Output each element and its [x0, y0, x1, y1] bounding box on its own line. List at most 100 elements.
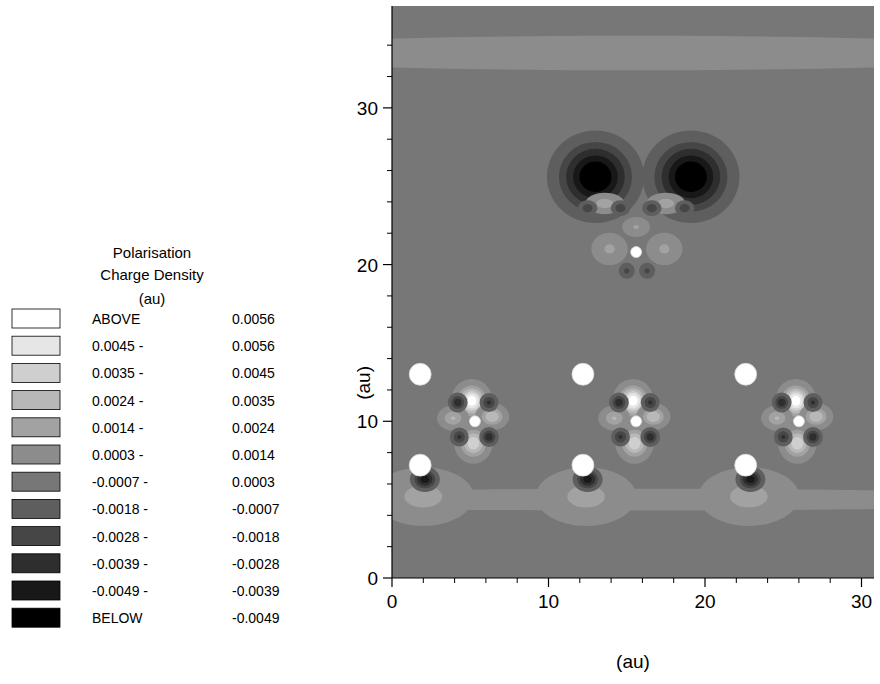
y-minor-tick [387, 389, 392, 390]
charge-lobe [619, 263, 635, 279]
contour-level [645, 397, 656, 408]
contour-level [480, 393, 499, 412]
contour-level [578, 200, 597, 216]
contour-level [615, 399, 622, 406]
legend-swatch [12, 309, 60, 328]
contour-level [811, 400, 815, 404]
legend-swatch [12, 336, 60, 355]
legend-low-label: 0.0003 - [92, 447, 144, 463]
contour-level [654, 142, 727, 212]
charge-lobe [547, 131, 644, 224]
contour-level [675, 200, 694, 216]
contour-level [421, 476, 429, 483]
y-minor-tick [387, 45, 392, 46]
contour-level [591, 233, 627, 265]
x-minor-tick [611, 578, 612, 583]
contour-level [659, 244, 669, 253]
x-tick-label: 0 [387, 591, 398, 612]
x-minor-tick [642, 578, 643, 583]
contour-level [807, 397, 818, 408]
y-minor-tick [387, 201, 392, 202]
contour-level [628, 396, 637, 406]
legend-high-label: 0.0003 [232, 474, 275, 490]
legend-high-label: -0.0039 [232, 583, 280, 599]
y-tick [383, 421, 392, 422]
legend-swatch [12, 472, 60, 491]
y-minor-tick [387, 327, 392, 328]
y-minor-tick [387, 233, 392, 234]
contour-level [457, 435, 461, 439]
contour-level [613, 396, 626, 409]
contour-level [775, 396, 788, 409]
contour-level [633, 225, 639, 229]
charge-lobe [591, 233, 627, 265]
charge-lobe [675, 200, 694, 216]
charge-lobe [611, 200, 630, 216]
contour-level [615, 431, 626, 442]
charge-lobe [646, 233, 682, 265]
contour-level [611, 428, 630, 447]
x-minor-tick [736, 578, 737, 583]
atom [469, 416, 480, 427]
y-minor-tick [387, 452, 392, 453]
y-tick [383, 577, 392, 578]
contour-level [647, 433, 654, 440]
x-axis-line [392, 577, 874, 578]
contour-level [624, 268, 629, 273]
contour-level [646, 233, 682, 265]
contour-level [547, 131, 644, 224]
legend-high-label: 0.0056 [232, 338, 275, 354]
contour-level [609, 393, 629, 413]
charge-lobe [772, 393, 792, 413]
legend-swatch [12, 499, 60, 518]
x-axis-title: (au) [616, 651, 650, 672]
contour-level [611, 200, 630, 216]
legend-title: (au) [139, 290, 166, 307]
x-tick [704, 578, 705, 587]
contour-level [612, 416, 616, 419]
legend-low-label: 0.0024 - [92, 393, 144, 409]
y-tick-label: 20 [357, 255, 378, 276]
legend-title: Polarisation [113, 244, 191, 261]
legend-swatch [12, 391, 60, 410]
contour-level [641, 393, 660, 412]
charge-lobe [609, 393, 629, 413]
atom [572, 454, 594, 476]
contour-level [803, 427, 823, 447]
legend-high-label: 0.0035 [232, 393, 275, 409]
figure: 01020300102030(au)(au)PolarisationCharge… [0, 0, 880, 684]
legend-low-label: 0.0014 - [92, 420, 144, 436]
legend-low-label: ABOVE [92, 311, 140, 327]
legend-high-label: -0.0018 [232, 529, 280, 545]
contour-level [616, 204, 626, 212]
contour-level [791, 437, 803, 450]
legend-title: Charge Density [100, 266, 204, 283]
contour-level [580, 162, 612, 192]
contour-level [640, 427, 660, 447]
contour-level [451, 416, 455, 419]
legend-low-label: -0.0028 - [92, 529, 148, 545]
charge-lobe [640, 427, 660, 447]
contour-level [596, 199, 613, 208]
charge-lobe [450, 428, 469, 447]
legend-low-label: BELOW [92, 610, 143, 626]
contour-level [769, 412, 786, 425]
contour-level [791, 396, 800, 406]
contour-level [644, 431, 657, 444]
atom [631, 416, 642, 427]
x-tick [548, 578, 549, 587]
contour-level [583, 476, 591, 483]
contour-level [583, 204, 593, 212]
x-minor-tick [485, 578, 486, 583]
charge-lobe [392, 36, 874, 71]
y-minor-tick [387, 170, 392, 171]
legend-high-label: 0.0024 [232, 420, 275, 436]
contour-level [448, 393, 468, 413]
contour-level [392, 36, 874, 71]
atom [409, 454, 431, 476]
atom [793, 416, 804, 427]
legend-high-label: -0.0049 [232, 610, 280, 626]
contour-level [573, 155, 618, 198]
y-minor-tick [387, 139, 392, 140]
charge-lobe [641, 393, 660, 412]
